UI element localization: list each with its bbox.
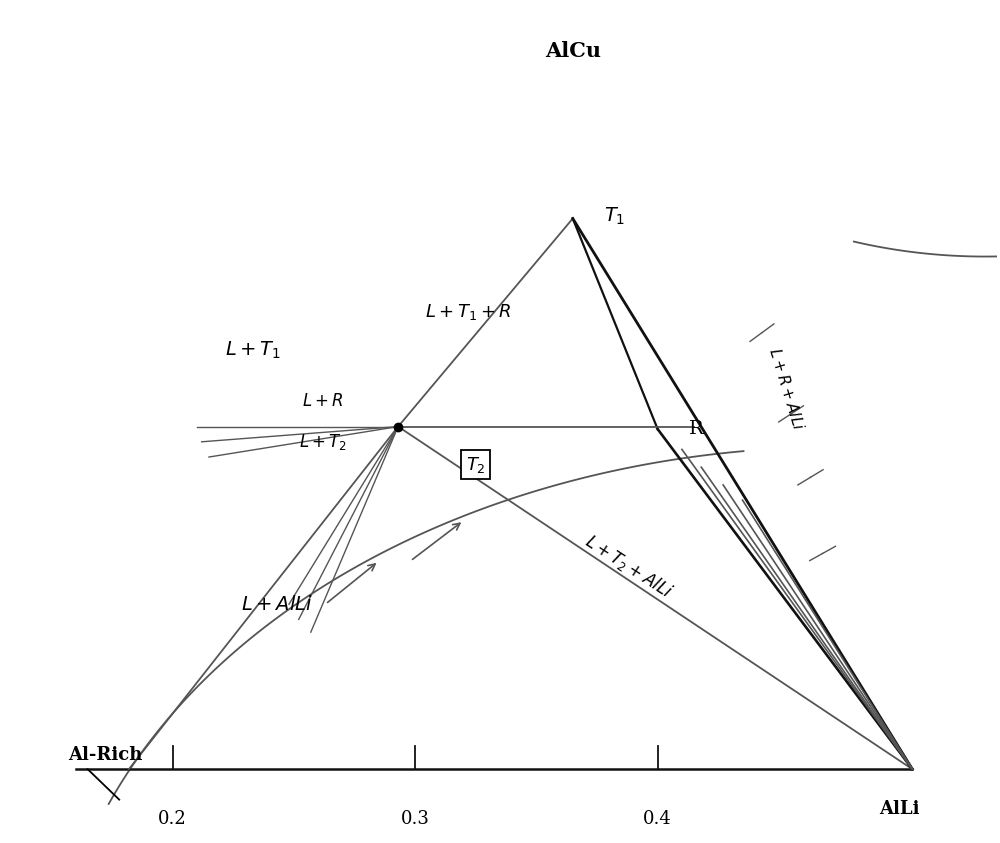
Text: $T_1$: $T_1$ — [604, 206, 626, 227]
Text: $L+T_1+R$: $L+T_1+R$ — [425, 303, 512, 322]
Text: R: R — [689, 420, 704, 438]
Text: $L+R+AlLi$: $L+R+AlLi$ — [766, 345, 806, 432]
Text: $L+T_2$: $L+T_2$ — [299, 432, 347, 452]
Text: $L+AlLi$: $L+AlLi$ — [241, 594, 313, 614]
Text: AlCu: AlCu — [545, 41, 601, 62]
Text: Al-Rich: Al-Rich — [68, 746, 143, 764]
Text: $L+R$: $L+R$ — [302, 393, 344, 410]
Text: AlLi: AlLi — [879, 800, 920, 818]
Text: 0.2: 0.2 — [158, 810, 187, 828]
Text: $T_2$: $T_2$ — [466, 454, 486, 475]
Text: $L+T_2+AlLi$: $L+T_2+AlLi$ — [581, 530, 676, 602]
Text: 0.4: 0.4 — [643, 810, 672, 828]
Text: $L+T_1$: $L+T_1$ — [225, 340, 281, 361]
Text: 0.3: 0.3 — [401, 810, 430, 828]
